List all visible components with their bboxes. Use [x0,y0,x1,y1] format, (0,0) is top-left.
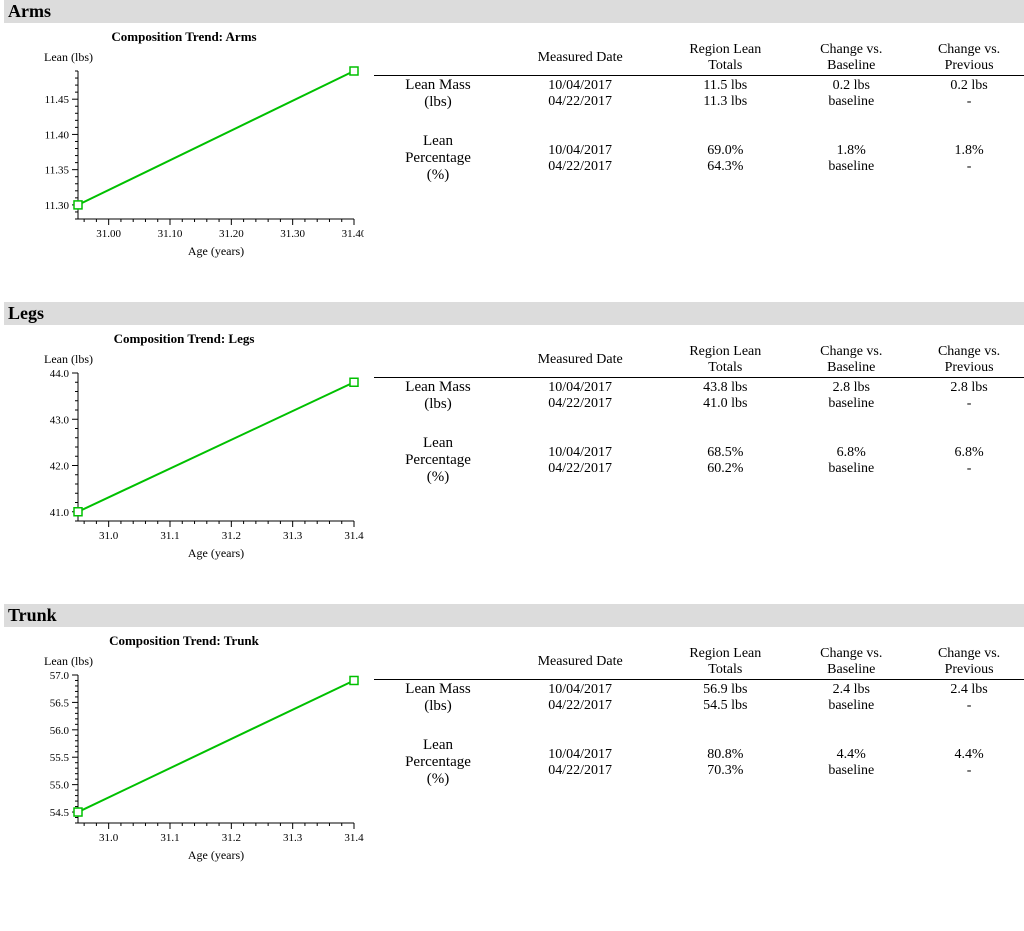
section-legs: Legs Composition Trend: Legs Lean (lbs) 4… [4,302,1024,572]
col-change-vs-previous: Change vs.Previous [910,41,1024,76]
svg-text:41.0: 41.0 [50,507,70,519]
table-row: LeanPercentage(%) 10/04/201704/22/2017 6… [374,434,1024,487]
col-measured-date: Measured Date [502,343,658,378]
chart-svg: Lean (lbs) 54.5 55.0 55.5 56.0 56.5 57.0 31.0 31… [4,649,364,869]
svg-text:31.20: 31.20 [219,228,244,240]
row-label-lean-pct: LeanPercentage(%) [374,434,502,487]
svg-text:31.0: 31.0 [99,832,119,844]
svg-text:Age (years): Age (years) [188,848,244,862]
svg-text:31.4: 31.4 [344,530,364,542]
table-row: Lean Mass(lbs) 10/04/201704/22/2017 43.8… [374,378,1024,415]
svg-text:42.0: 42.0 [50,461,70,473]
col-region-lean-totals: Region LeanTotals [658,645,792,680]
data-table: Measured Date Region LeanTotals Change v… [374,645,1024,789]
svg-text:31.3: 31.3 [283,832,303,844]
col-change-vs-baseline: Change vs.Baseline [792,645,910,680]
svg-text:31.10: 31.10 [158,228,183,240]
section-title: Legs [4,302,1024,325]
svg-text:31.0: 31.0 [99,530,119,542]
row-label-lean-mass: Lean Mass(lbs) [374,680,502,717]
svg-text:57.0: 57.0 [50,670,70,682]
svg-text:Lean (lbs): Lean (lbs) [44,50,93,64]
svg-text:44.0: 44.0 [50,368,70,380]
table-row: Lean Mass(lbs) 10/04/201704/22/2017 11.5… [374,76,1024,113]
section-title: Arms [4,0,1024,23]
svg-text:31.1: 31.1 [160,530,179,542]
svg-text:43.0: 43.0 [50,414,70,426]
col-change-vs-previous: Change vs.Previous [910,645,1024,680]
chart-block: Composition Trend: Trunk Lean (lbs) 54.5 5… [4,633,364,874]
row-label-lean-mass: Lean Mass(lbs) [374,76,502,113]
section-arms: Arms Composition Trend: Arms Lean (lbs) 1… [4,0,1024,270]
table-block: Measured Date Region LeanTotals Change v… [364,331,1024,487]
svg-text:56.0: 56.0 [50,725,70,737]
svg-text:31.3: 31.3 [283,530,303,542]
svg-text:31.30: 31.30 [280,228,305,240]
svg-text:31.40: 31.40 [342,228,364,240]
data-table: Measured Date Region LeanTotals Change v… [374,343,1024,487]
svg-text:55.0: 55.0 [50,780,70,792]
col-measured-date: Measured Date [502,645,658,680]
data-table: Measured Date Region LeanTotals Change v… [374,41,1024,185]
svg-text:Lean (lbs): Lean (lbs) [44,654,93,668]
table-row: LeanPercentage(%) 10/04/201704/22/2017 8… [374,736,1024,789]
chart-title: Composition Trend: Arms [4,29,364,45]
table-row: LeanPercentage(%) 10/04/201704/22/2017 6… [374,132,1024,185]
svg-text:31.4: 31.4 [344,832,364,844]
chart-title: Composition Trend: Trunk [4,633,364,649]
col-measured-date: Measured Date [502,41,658,76]
svg-text:31.00: 31.00 [96,228,121,240]
chart-block: Composition Trend: Arms Lean (lbs) 11.30 1… [4,29,364,270]
section-trunk: Trunk Composition Trend: Trunk Lean (lbs… [4,604,1024,874]
svg-text:55.5: 55.5 [50,752,70,764]
table-block: Measured Date Region LeanTotals Change v… [364,29,1024,185]
row-label-lean-pct: LeanPercentage(%) [374,132,502,185]
chart-title: Composition Trend: Legs [4,331,364,347]
svg-text:Age (years): Age (years) [188,546,244,560]
chart-svg: Lean (lbs) 11.30 11.35 11.40 11.45 31.00 31.10… [4,45,364,265]
table-block: Measured Date Region LeanTotals Change v… [364,633,1024,789]
row-label-lean-pct: LeanPercentage(%) [374,736,502,789]
table-row: Lean Mass(lbs) 10/04/201704/22/2017 56.9… [374,680,1024,717]
svg-text:31.2: 31.2 [222,530,241,542]
chart-svg: Lean (lbs) 41.0 42.0 43.0 44.0 31.0 31.1 31.2 31… [4,347,364,567]
chart-block: Composition Trend: Legs Lean (lbs) 41.0 42… [4,331,364,572]
col-change-vs-baseline: Change vs.Baseline [792,343,910,378]
svg-text:Age (years): Age (years) [188,244,244,258]
col-region-lean-totals: Region LeanTotals [658,41,792,76]
svg-text:11.30: 11.30 [45,200,70,212]
svg-text:54.5: 54.5 [50,807,70,819]
col-change-vs-baseline: Change vs.Baseline [792,41,910,76]
svg-text:11.35: 11.35 [45,165,70,177]
section-title: Trunk [4,604,1024,627]
svg-text:11.40: 11.40 [45,129,70,141]
svg-text:Lean (lbs): Lean (lbs) [44,352,93,366]
col-change-vs-previous: Change vs.Previous [910,343,1024,378]
row-label-lean-mass: Lean Mass(lbs) [374,378,502,415]
svg-text:11.45: 11.45 [45,94,70,106]
col-region-lean-totals: Region LeanTotals [658,343,792,378]
svg-text:31.2: 31.2 [222,832,241,844]
svg-text:31.1: 31.1 [160,832,179,844]
svg-text:56.5: 56.5 [50,697,70,709]
